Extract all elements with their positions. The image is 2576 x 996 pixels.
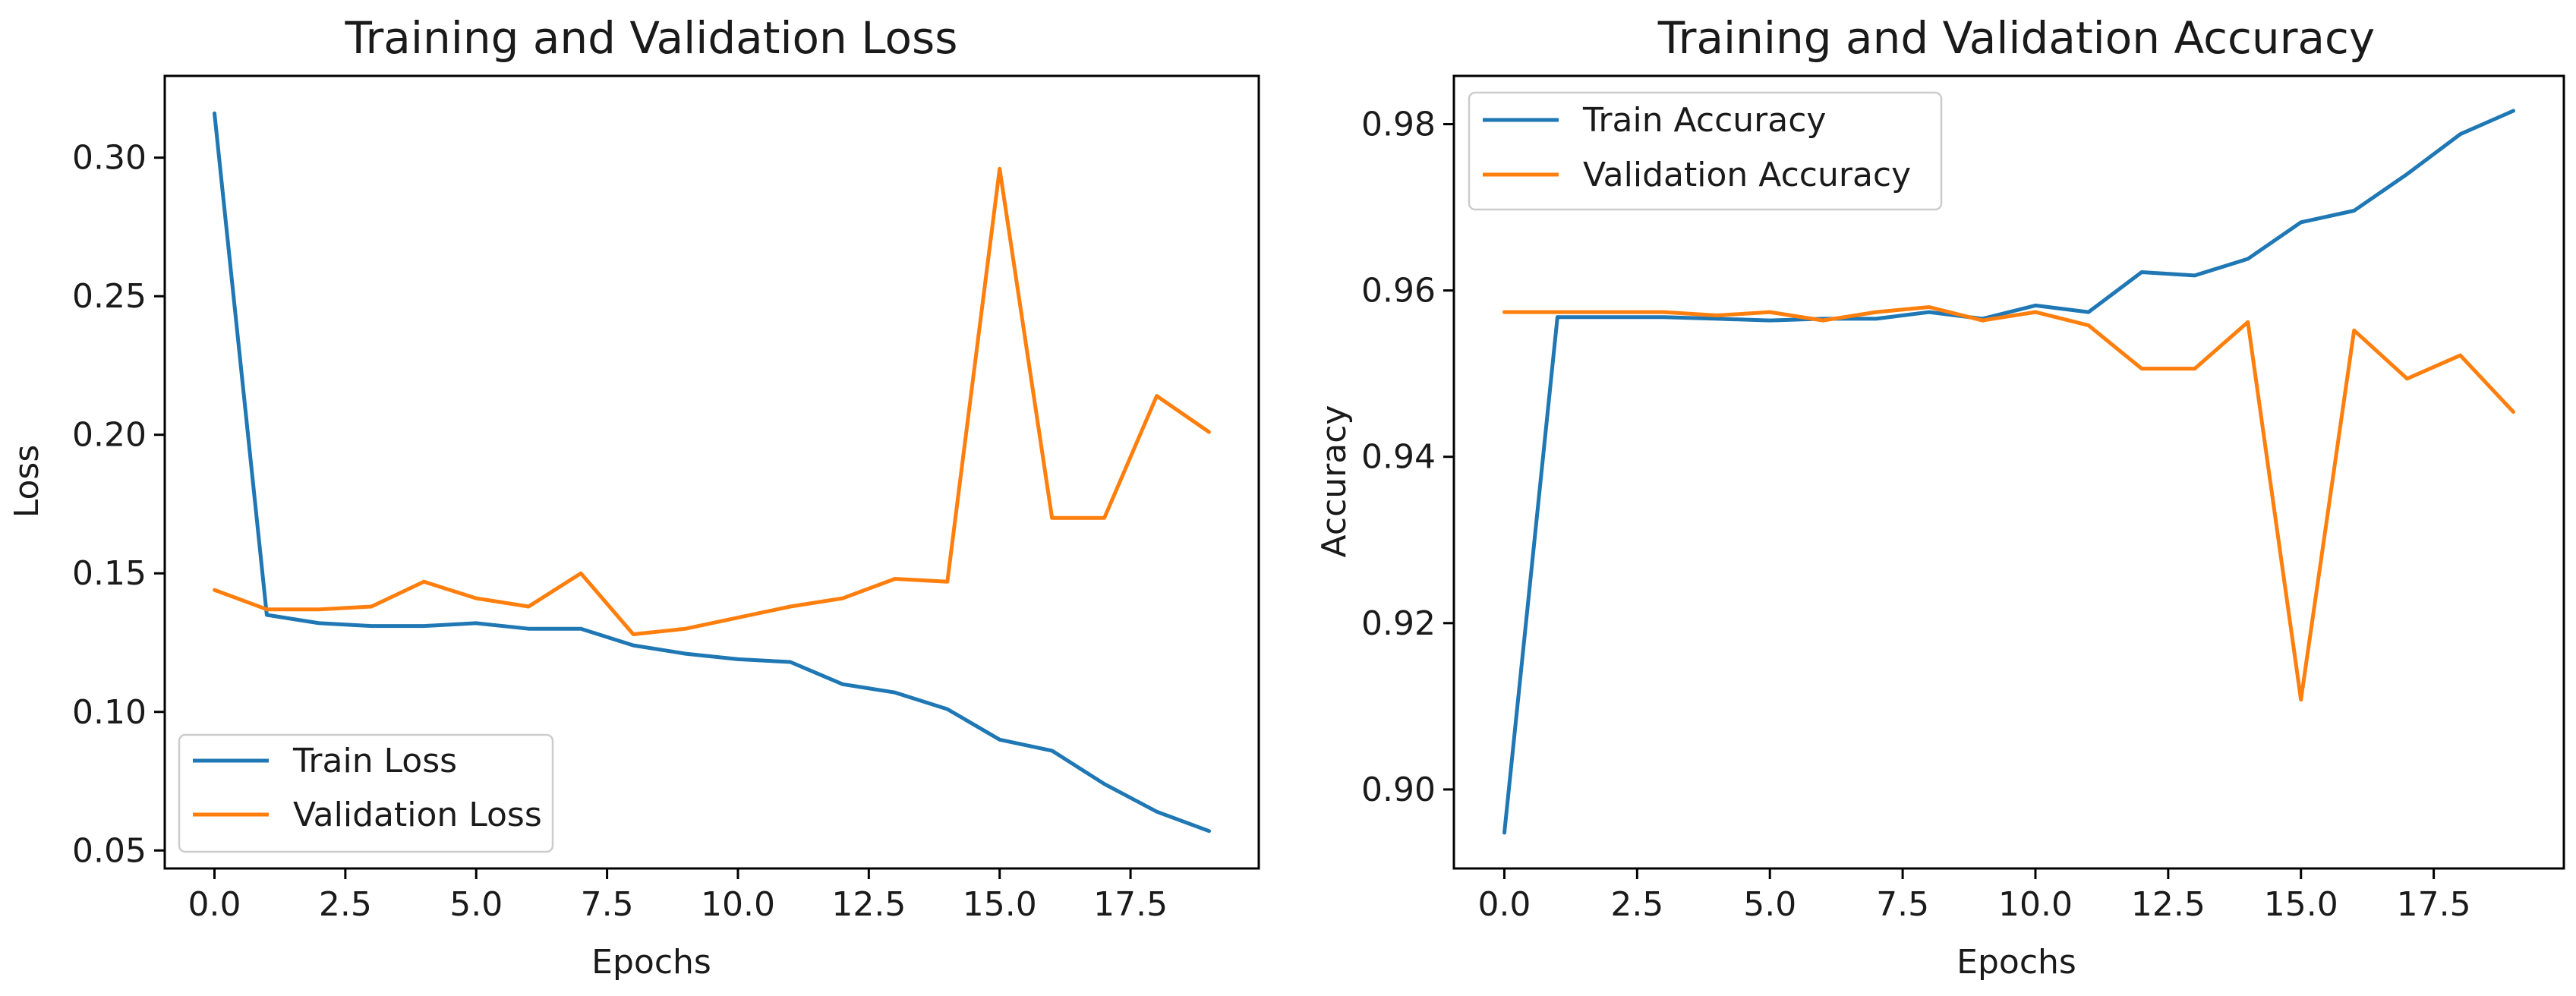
x-tick-label: 2.5 xyxy=(319,885,372,924)
legend-label-validation-accuracy: Validation Accuracy xyxy=(1583,156,1911,194)
y-axis-label: Accuracy xyxy=(1315,405,1354,558)
tick-group: 0.0 2.5 5.0 7.5 10.0 12.5 15.0 17.5 0.05 0.10 0.15… xyxy=(72,139,1168,924)
x-tick-label: 7.5 xyxy=(581,885,634,924)
x-tick-label: 0.0 xyxy=(188,885,241,924)
chart-title: Training and Validation Accuracy xyxy=(1657,12,2375,64)
x-tick-label: 17.5 xyxy=(2397,885,2471,924)
series-group xyxy=(1502,109,2515,835)
legend-label-train-accuracy: Train Accuracy xyxy=(1582,101,1826,140)
legend-label-train-loss: Train Loss xyxy=(292,742,457,780)
series-line-validation-loss xyxy=(213,166,1211,636)
legend: Train Loss Validation Loss xyxy=(178,733,554,853)
x-tick-label: 2.5 xyxy=(1610,885,1663,924)
x-tick-label: 5.0 xyxy=(449,885,503,924)
series-group xyxy=(213,111,1211,834)
y-tick-label: 0.20 xyxy=(72,416,147,455)
loss-chart: Training and Validation Loss Epochs Loss… xyxy=(8,12,1260,982)
x-axis-label: Epochs xyxy=(1956,943,2076,982)
legend-label-validation-loss: Validation Loss xyxy=(293,796,542,834)
legend: Train Accuracy Validation Accuracy xyxy=(1468,91,1943,211)
legend-box xyxy=(1468,91,1943,211)
y-tick-label: 0.92 xyxy=(1361,604,1436,643)
x-tick-label: 12.5 xyxy=(2131,885,2206,924)
y-tick-label: 0.98 xyxy=(1361,106,1436,144)
x-tick-label: 0.0 xyxy=(1477,885,1531,924)
x-tick-label: 7.5 xyxy=(1876,885,1929,924)
y-tick-label: 0.10 xyxy=(72,693,147,732)
accuracy-chart: Training and Validation Accuracy Epochs … xyxy=(1315,12,2565,982)
x-tick-label: 10.0 xyxy=(701,885,775,924)
x-tick-label: 15.0 xyxy=(2264,885,2338,924)
legend-box xyxy=(178,733,554,853)
series-line-validation-accuracy xyxy=(1502,305,2515,702)
tick-group: 0.0 2.5 5.0 7.5 10.0 12.5 15.0 17.5 0.90 0.92 0.94… xyxy=(1361,106,2471,924)
plot-frame xyxy=(163,74,1260,870)
x-axis-label: Epochs xyxy=(591,943,711,982)
x-tick-label: 17.5 xyxy=(1093,885,1168,924)
y-tick-label: 0.30 xyxy=(72,139,147,178)
chart-title: Training and Validation Loss xyxy=(345,12,958,64)
series-line-train-accuracy xyxy=(1502,109,2515,835)
x-tick-label: 12.5 xyxy=(831,885,906,924)
y-axis-label: Loss xyxy=(8,445,46,518)
x-tick-label: 5.0 xyxy=(1743,885,1796,924)
plot-frame xyxy=(1452,74,2565,870)
y-tick-label: 0.15 xyxy=(72,554,147,593)
y-tick-label: 0.25 xyxy=(72,277,147,316)
x-tick-label: 10.0 xyxy=(1998,885,2073,924)
y-tick-label: 0.05 xyxy=(72,831,147,870)
y-tick-label: 0.96 xyxy=(1361,272,1436,310)
series-line-train-loss xyxy=(213,111,1211,834)
y-tick-label: 0.90 xyxy=(1361,771,1436,809)
x-tick-label: 15.0 xyxy=(963,885,1037,924)
y-tick-label: 0.94 xyxy=(1361,438,1436,477)
